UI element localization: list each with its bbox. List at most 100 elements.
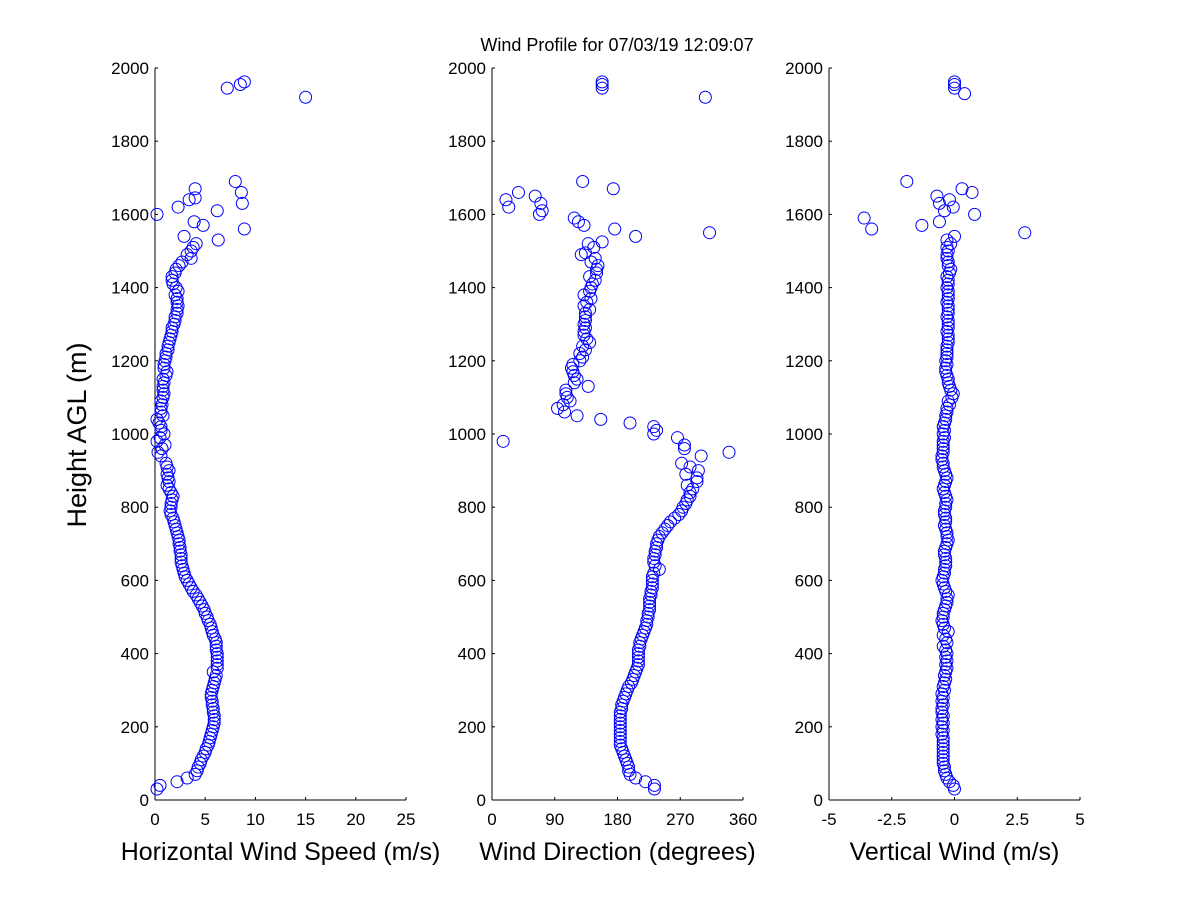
data-point	[175, 255, 189, 269]
data-point	[174, 551, 188, 565]
data-point	[647, 778, 661, 792]
data-point	[703, 226, 717, 240]
y-axis-label: Height AGL (m)	[62, 342, 92, 527]
data-point	[645, 577, 659, 591]
data-point	[647, 420, 661, 434]
data-point	[629, 229, 643, 243]
data-point	[162, 482, 176, 496]
data-point	[595, 235, 609, 249]
data-point	[691, 464, 705, 478]
data-point	[613, 712, 627, 726]
data-point	[939, 632, 953, 646]
y-tick-label: 2000	[111, 59, 149, 78]
y-tick-label: 400	[121, 645, 149, 664]
data-point	[683, 486, 697, 500]
data-point	[661, 519, 675, 532]
y-tick-label: 2000	[448, 59, 486, 78]
data-point	[153, 778, 167, 792]
data-point	[648, 548, 662, 562]
data-point	[182, 193, 196, 207]
data-point	[151, 445, 165, 459]
data-point	[940, 350, 954, 364]
data-point	[900, 174, 914, 188]
data-point	[559, 383, 573, 397]
data-point	[936, 742, 950, 756]
x-tick-label: 5	[200, 810, 209, 829]
data-point	[940, 346, 954, 360]
data-point	[1018, 226, 1032, 240]
data-point	[941, 317, 955, 331]
data-point	[499, 193, 513, 207]
data-point	[930, 189, 944, 203]
data-point	[613, 731, 627, 745]
y-tick-label: 1400	[785, 279, 823, 298]
data-point	[184, 581, 198, 595]
data-point	[595, 75, 609, 89]
data-point	[502, 200, 516, 214]
data-point	[193, 595, 207, 609]
data-point	[670, 431, 684, 445]
data-point	[631, 654, 645, 668]
data-point	[184, 244, 198, 258]
data-point	[679, 467, 693, 481]
data-point	[580, 332, 594, 346]
data-point	[170, 292, 184, 306]
data-point	[643, 603, 657, 617]
data-point	[191, 592, 205, 606]
data-point	[584, 292, 598, 306]
y-tick-label: 1000	[111, 425, 149, 444]
data-point	[939, 643, 953, 657]
data-point	[936, 639, 950, 653]
data-point	[939, 500, 953, 514]
data-point	[576, 339, 590, 353]
data-point	[631, 650, 645, 664]
data-point	[155, 442, 169, 456]
data-point	[638, 775, 652, 789]
data-point	[154, 420, 168, 434]
data-point	[948, 75, 961, 89]
y-tick-label: 1000	[448, 425, 486, 444]
data-point	[528, 189, 542, 203]
data-point	[558, 405, 572, 419]
data-point	[570, 409, 584, 423]
data-point	[588, 251, 602, 265]
data-point	[220, 81, 234, 95]
data-point	[162, 464, 176, 478]
data-point	[573, 354, 587, 368]
data-point	[941, 259, 955, 273]
panel-2: 0 200 400 600 800 1000 1200 1400 1600 1800 2000 0 90…	[448, 59, 757, 866]
data-point	[680, 493, 694, 507]
data-point	[937, 764, 951, 778]
data-point	[698, 90, 712, 104]
y-tick-label: 200	[795, 718, 823, 737]
data-point	[936, 438, 950, 452]
data-point	[157, 427, 171, 441]
data-point	[942, 193, 956, 207]
x-axis-label: Horizontal Wind Speed (m/s)	[121, 838, 441, 866]
data-points	[496, 75, 736, 796]
data-point	[210, 661, 224, 675]
data-point	[590, 266, 604, 280]
data-point	[936, 445, 950, 459]
data-point	[613, 734, 627, 748]
data-point	[578, 343, 592, 357]
data-point	[941, 588, 955, 602]
data-point	[645, 581, 659, 595]
data-point	[944, 237, 958, 251]
data-point	[168, 288, 182, 302]
data-point	[936, 442, 950, 456]
data-point	[160, 365, 174, 379]
data-point	[941, 277, 955, 291]
data-points	[857, 75, 1032, 796]
data-point	[228, 174, 242, 188]
data-point	[237, 222, 251, 236]
data-point	[606, 182, 620, 196]
data-point	[939, 412, 953, 426]
y-tick-label: 200	[121, 718, 149, 737]
data-point	[576, 350, 590, 364]
data-point	[936, 749, 950, 763]
data-point	[940, 595, 954, 609]
data-point	[532, 207, 546, 221]
x-tick-label: 270	[666, 810, 694, 829]
data-point	[941, 306, 955, 320]
